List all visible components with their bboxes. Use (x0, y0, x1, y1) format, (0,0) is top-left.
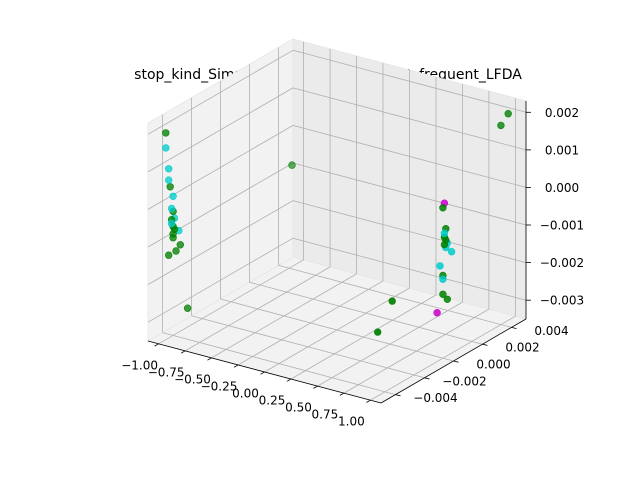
data-point-series-0 (443, 295, 451, 303)
data-point-series-0 (166, 183, 174, 191)
data-point-series-0 (162, 129, 170, 137)
x-tick-mark (313, 385, 318, 389)
z-grid-line (292, 237, 527, 301)
data-point-series-1 (440, 229, 449, 238)
data-point-series-0 (183, 304, 192, 312)
x-tick-mark (154, 343, 159, 347)
x-tick-label: 0.00 (232, 387, 259, 401)
data-point-series-0 (497, 121, 505, 130)
data-point-series-0 (288, 161, 296, 169)
x-tick-mark (286, 378, 292, 382)
x-tick-label: 0.50 (285, 401, 312, 415)
x-tick-label: −1.00 (121, 358, 158, 372)
y-tick-label: 0.002 (505, 341, 539, 355)
y-grid-line (249, 281, 483, 345)
data-point-series-1 (169, 192, 177, 201)
z-grid-line (292, 200, 527, 263)
data-point-series-0 (374, 328, 382, 336)
data-points (162, 109, 512, 336)
data-point-series-0 (165, 251, 173, 259)
y-tick-label: 0.004 (534, 324, 568, 338)
data-point-series-0 (504, 109, 512, 118)
data-point-series-1 (167, 204, 176, 213)
data-point-series-2 (433, 309, 441, 317)
z-grid-line (147, 49, 294, 135)
data-point-series-1 (165, 176, 173, 184)
x-tick-label: 0.25 (259, 394, 286, 408)
y-tick-label: −0.002 (442, 374, 486, 388)
x-tick-mark (207, 357, 212, 361)
data-point-series-1 (162, 144, 170, 152)
z-grid-line (147, 237, 294, 323)
grid-lines (147, 41, 527, 401)
z-tick-label: 0.002 (545, 106, 579, 120)
x-tick-label: −0.50 (174, 372, 211, 386)
y-tick-label: 0.000 (476, 358, 510, 372)
z-tick-label: 0.000 (545, 181, 579, 195)
x-tick-mark (233, 364, 239, 368)
y-tick-mark (453, 360, 459, 363)
data-point-series-0 (176, 241, 185, 249)
y-grid-line (220, 298, 454, 362)
z-grid-line (292, 125, 527, 188)
y-tick-label: −0.004 (413, 391, 457, 405)
data-point-series-1 (436, 262, 444, 270)
z-grid-line (292, 87, 527, 151)
x-tick-label: 1.00 (338, 415, 365, 429)
y-grid-line (191, 315, 425, 379)
z-grid-line (147, 87, 294, 173)
z-grid-line (147, 200, 294, 285)
x-tick-mark (339, 392, 345, 396)
data-point-series-1 (439, 275, 447, 283)
data-point-series-1 (165, 165, 173, 173)
data-point-series-1 (167, 219, 176, 228)
y-tick-mark (395, 394, 401, 397)
z-grid-line (292, 49, 527, 113)
data-point-series-0 (169, 234, 177, 242)
y-tick-mark (482, 343, 488, 346)
z-grid-line (292, 162, 527, 226)
x-tick-mark (366, 399, 371, 403)
z-tick-label: 0.001 (545, 143, 579, 157)
y-tick-mark (511, 327, 517, 329)
z-tick-label: −0.001 (540, 219, 584, 233)
z-tick-label: −0.003 (540, 294, 584, 308)
data-point-series-0 (440, 240, 449, 249)
y-grid-line (278, 265, 512, 328)
data-point-series-0 (172, 247, 180, 255)
axis-panes (146, 38, 528, 404)
y-grid-line (162, 332, 396, 395)
x-tick-label: 0.75 (312, 408, 339, 422)
x-tick-label: −0.75 (148, 365, 185, 379)
data-point-series-0 (439, 204, 447, 212)
axis-ticks: −1.00−0.75−0.50−0.250.00 0.250.50 0.751.00… (121, 106, 584, 429)
z-tick-label: −0.002 (540, 256, 584, 270)
y-tick-mark (424, 377, 430, 380)
data-point-series-1 (447, 248, 456, 256)
x-tick-mark (260, 371, 265, 375)
x-tick-label: −0.25 (201, 380, 238, 394)
x-tick-mark (180, 350, 186, 354)
data-point-series-0 (439, 290, 447, 298)
data-point-series-0 (388, 297, 396, 305)
